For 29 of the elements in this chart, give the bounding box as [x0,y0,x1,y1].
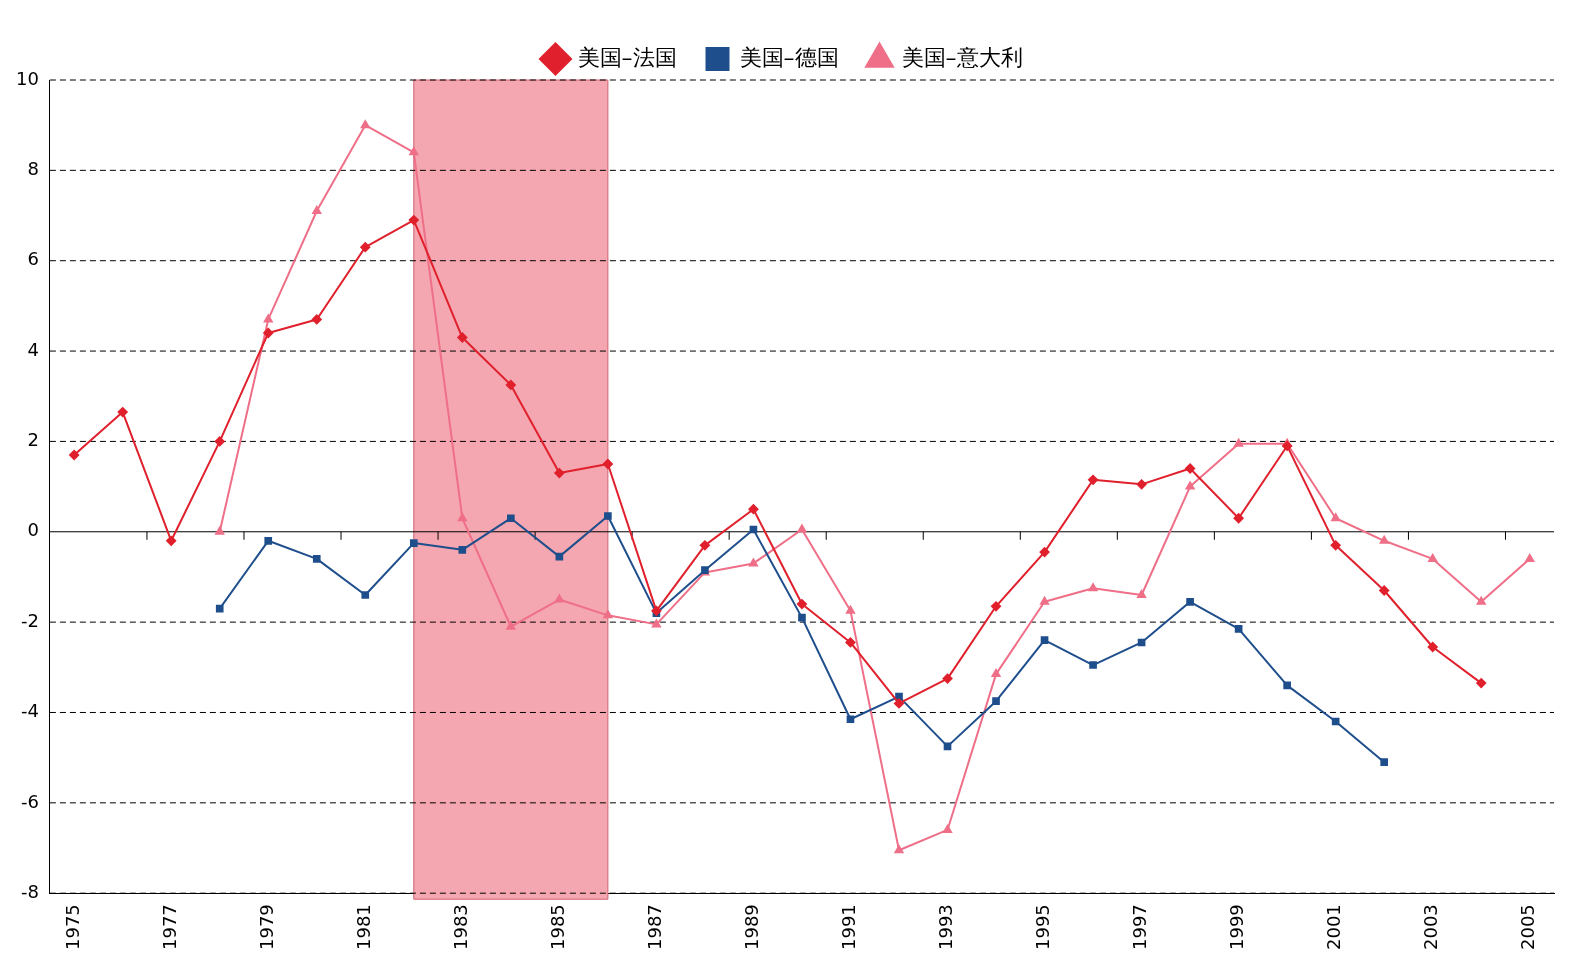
x-tick-label: 1983 [449,904,471,950]
x-tick-label: 1993 [935,904,957,950]
y-tick-label: -2 [20,609,39,631]
x-tick-label: 2001 [1323,904,1345,950]
x-tick-label: 1987 [644,904,666,950]
x-tick-label: 1991 [838,904,860,950]
legend-label: 美国–意大利 [901,44,1023,70]
legend-label: 美国–法国 [577,44,677,70]
x-tick-label: 1997 [1129,904,1151,950]
y-tick-label: -4 [20,700,39,722]
x-tick-label: 1995 [1032,904,1054,950]
y-tick-label: 4 [27,338,39,360]
y-tick-label: 0 [27,519,39,541]
x-tick-label: 2005 [1517,904,1539,950]
x-tick-label: 1981 [352,904,374,950]
y-tick-label: -6 [20,790,39,812]
y-tick-label: 2 [27,429,39,451]
x-tick-label: 1975 [61,904,83,950]
x-tick-label: 1979 [255,904,277,950]
y-tick-label: -8 [20,880,39,902]
x-tick-label: 1977 [158,904,180,950]
x-tick-label: 1989 [741,904,763,950]
x-tick-label: 1985 [547,904,569,950]
x-tick-label: 2003 [1420,904,1442,950]
y-tick-label: 10 [16,67,39,89]
y-tick-label: 6 [27,248,39,270]
y-tick-label: 8 [27,158,39,180]
legend-label: 美国–德国 [739,44,839,70]
x-tick-label: 1999 [1226,904,1248,950]
